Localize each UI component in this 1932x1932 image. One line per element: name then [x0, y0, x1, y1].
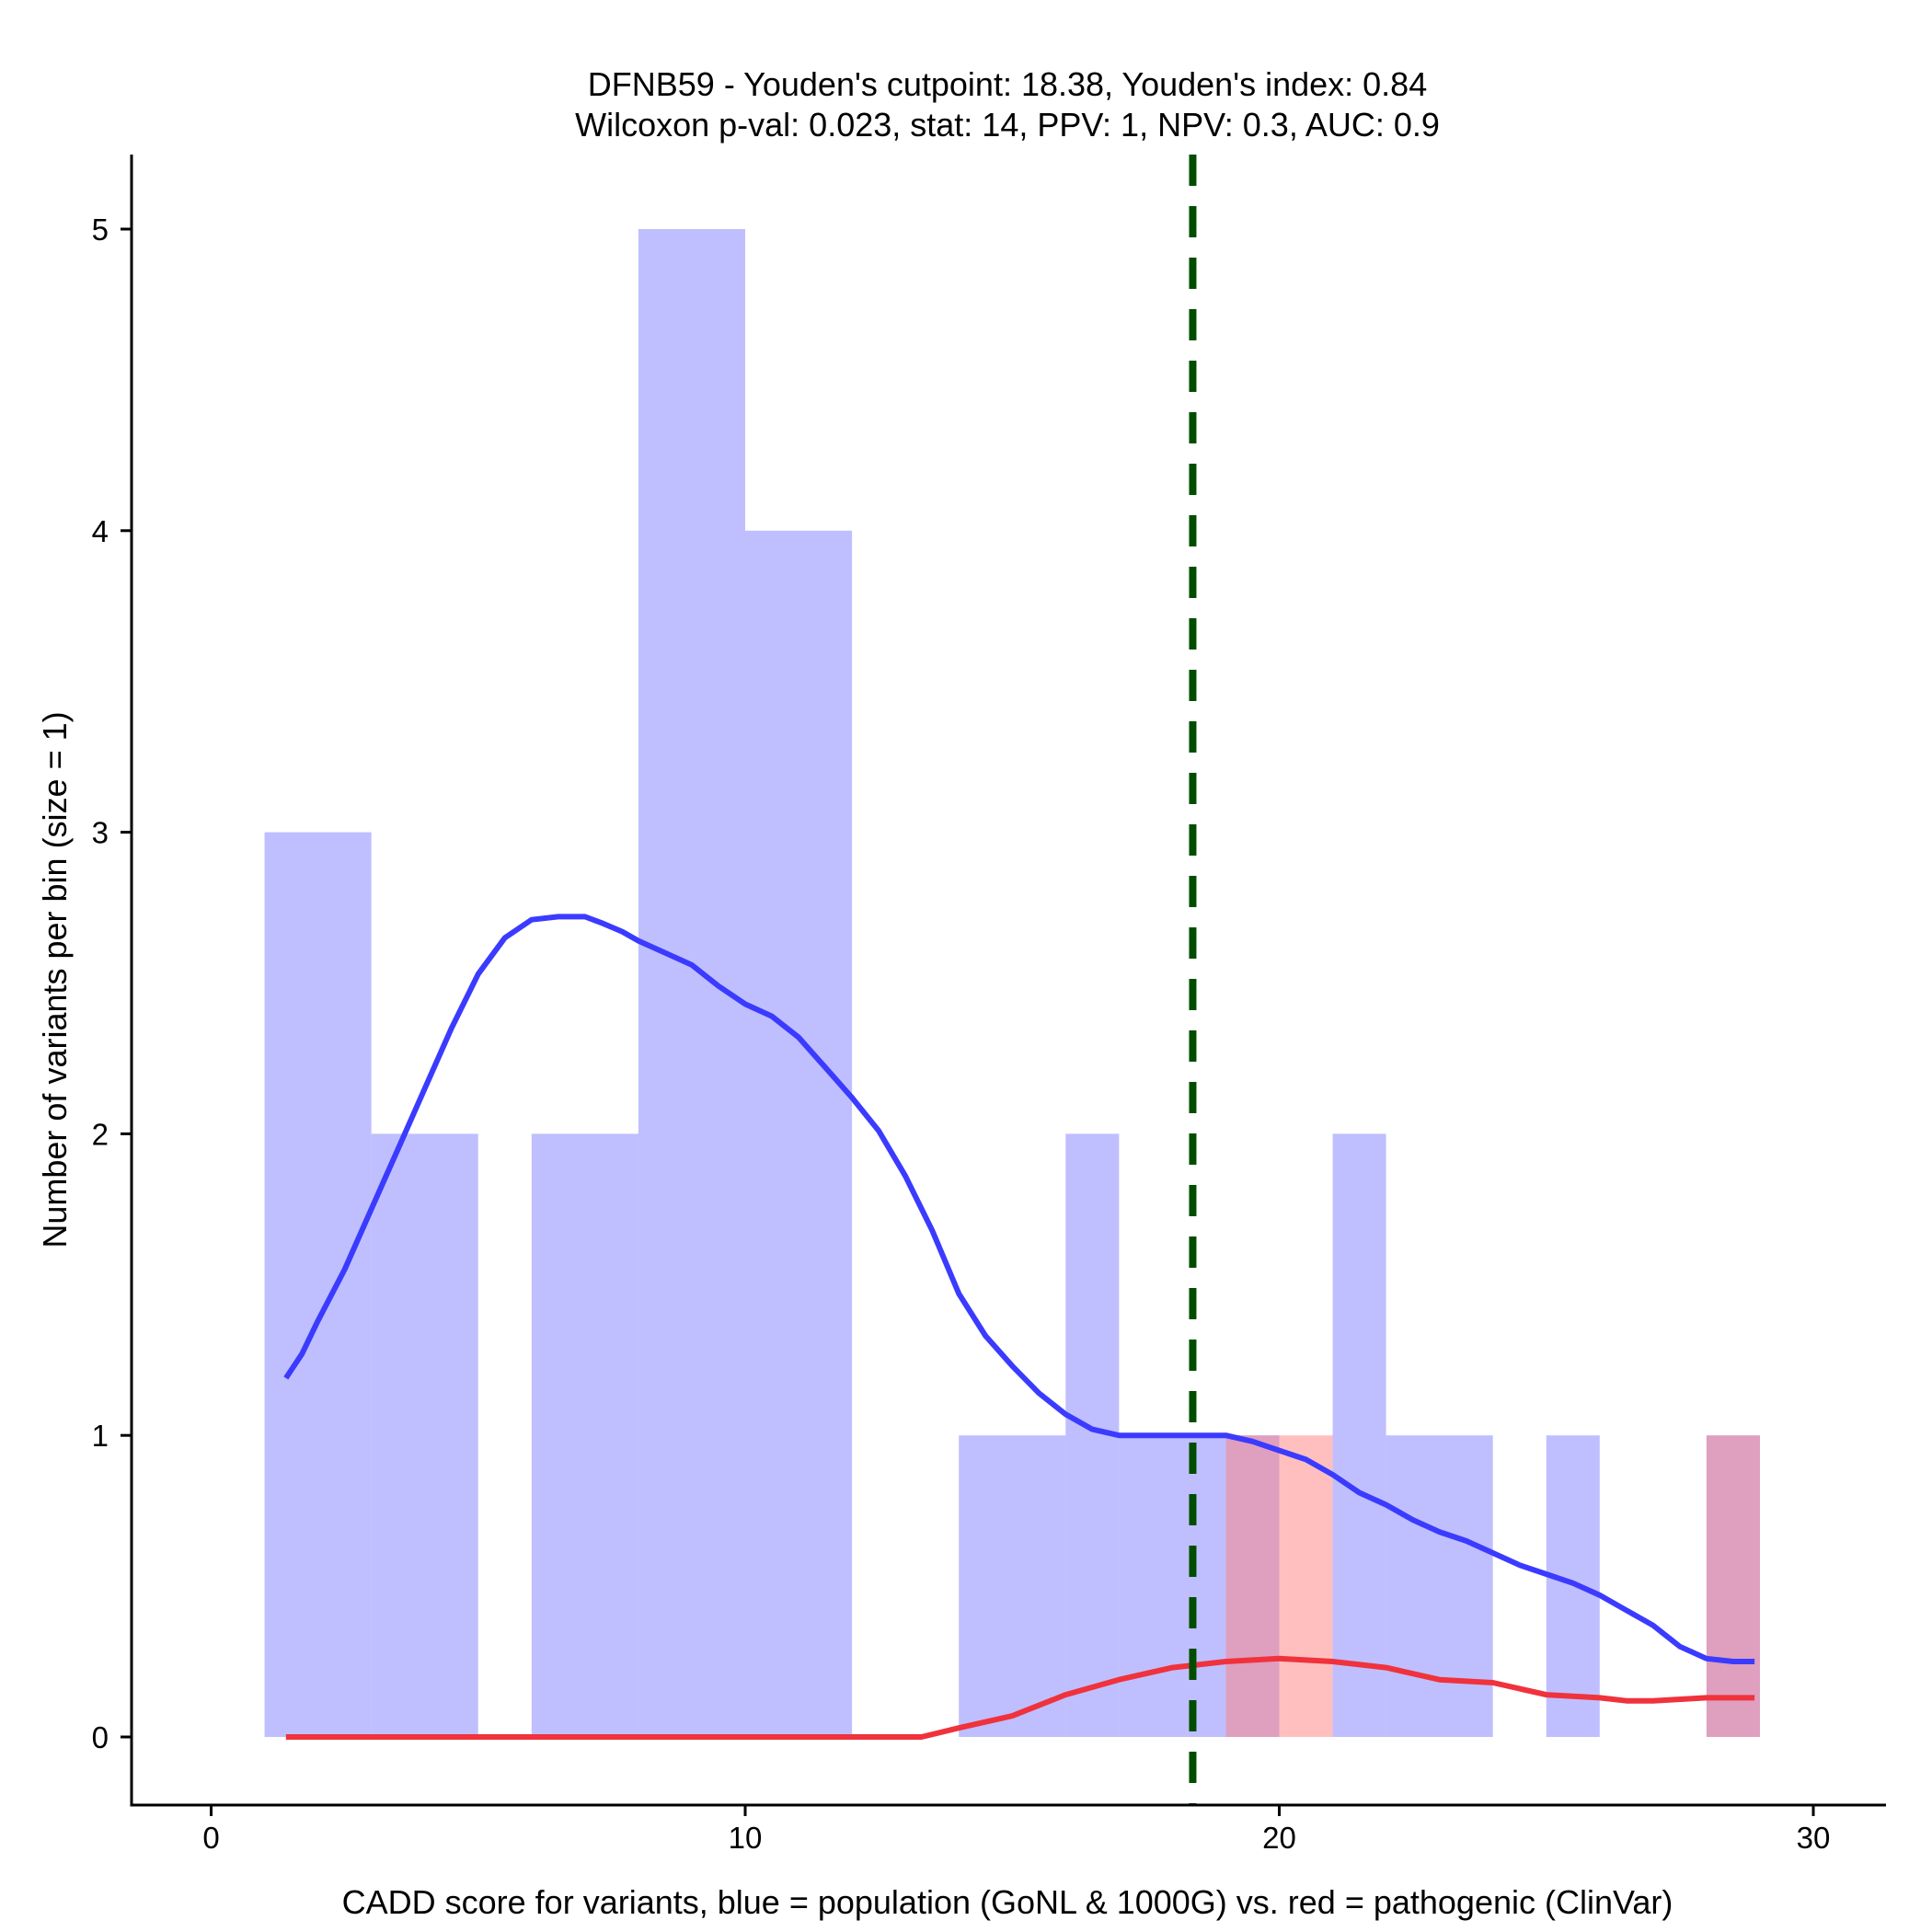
population-density-line [283, 914, 1755, 1664]
x-tick-label-0: 0 [202, 1821, 219, 1855]
y-tick-label-3: 3 [92, 816, 109, 850]
x-tick-label-20: 20 [1262, 1821, 1296, 1855]
population-bars [264, 229, 1760, 1737]
x-axis-label: CADD score for variants, blue = populati… [342, 1883, 1673, 1921]
y-tick-label-5: 5 [92, 213, 109, 247]
population-bar-2 [531, 1133, 638, 1737]
population-bar-0 [264, 832, 372, 1737]
chart-title-line-1: DFNB59 - Youden's cutpoint: 18.38, Youde… [588, 65, 1427, 103]
population-bar-9 [1332, 1133, 1386, 1737]
pathogenic-bars [1225, 1435, 1760, 1737]
x-tick-label-10: 10 [729, 1821, 763, 1855]
y-tick-label-1: 1 [92, 1419, 109, 1453]
population-bar-1 [371, 1133, 478, 1737]
pathogenic-bar-0 [1225, 1435, 1280, 1737]
x-axis-ticks: 0 10 20 30 [202, 1805, 1830, 1855]
population-bar-10 [1386, 1435, 1493, 1737]
population-bar-5 [959, 1435, 1066, 1737]
y-axis-label: Number of variants per bin (size = 1) [36, 711, 74, 1248]
population-bar-4 [745, 530, 853, 1737]
population-bar-3 [638, 229, 745, 1737]
density-lines [283, 914, 1755, 1740]
y-axis-ticks: 0 1 2 3 4 5 [92, 213, 132, 1754]
axes [130, 155, 1886, 1807]
pathogenic-density-line [285, 1655, 1755, 1740]
y-tick-label-4: 4 [92, 514, 109, 548]
x-tick-label-30: 30 [1797, 1821, 1831, 1855]
pathogenic-bar-2 [1706, 1435, 1760, 1737]
chart-title-line-2: Wilcoxon p-val: 0.023, stat: 14, PPV: 1,… [575, 106, 1440, 144]
pathogenic-bar-1 [1279, 1435, 1333, 1737]
y-tick-label-0: 0 [92, 1720, 109, 1754]
y-tick-label-2: 2 [92, 1117, 109, 1151]
population-bar-11 [1546, 1435, 1600, 1737]
population-bar-7 [1119, 1435, 1226, 1737]
